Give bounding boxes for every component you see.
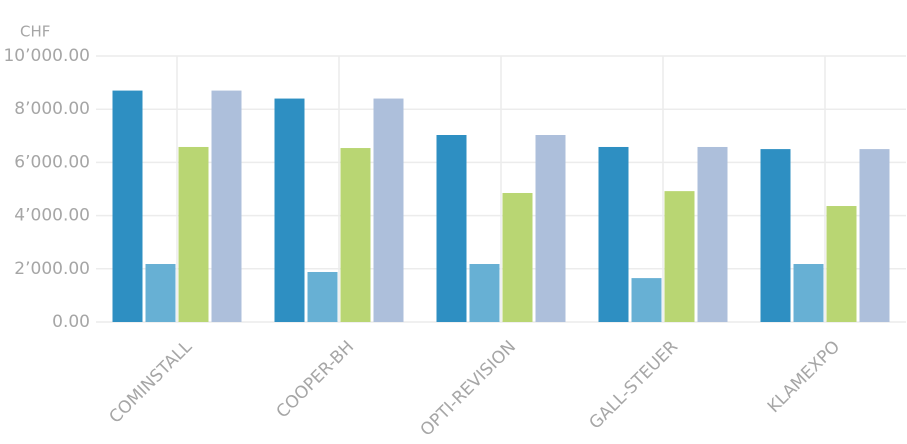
bar — [535, 135, 566, 322]
x-tick-label: GALL-STEUER — [586, 337, 683, 434]
bar — [826, 206, 857, 322]
bar — [664, 191, 695, 322]
x-tick-label: KLAMEXPO — [764, 337, 844, 417]
bar — [340, 148, 371, 322]
y-tick-label: 6’000.00 — [14, 152, 90, 172]
bar — [598, 146, 629, 322]
y-axis-label: CHF — [20, 23, 50, 41]
y-tick-label: 2’000.00 — [14, 259, 90, 279]
y-tick-label: 4’000.00 — [14, 206, 90, 226]
bar — [859, 149, 890, 322]
y-tick-label: 10’000.00 — [3, 46, 90, 66]
y-tick-label: 0.00 — [52, 312, 90, 332]
bar — [793, 264, 824, 322]
bar — [373, 98, 404, 322]
bar — [145, 264, 176, 322]
bar — [211, 90, 242, 322]
bar — [469, 264, 500, 322]
bar — [436, 135, 467, 322]
y-tick-label: 8’000.00 — [14, 99, 90, 119]
bar — [502, 192, 533, 322]
x-tick-label: COOPER-BH — [273, 337, 358, 422]
bar — [760, 149, 791, 322]
bar — [631, 278, 662, 322]
bar — [178, 146, 209, 322]
bar — [697, 146, 728, 322]
bar — [274, 98, 305, 322]
x-tick-label: COMINSTALL — [106, 337, 197, 428]
x-tick-label: OPTI-REVISION — [417, 337, 520, 440]
bar — [307, 271, 338, 322]
bar — [112, 90, 143, 322]
